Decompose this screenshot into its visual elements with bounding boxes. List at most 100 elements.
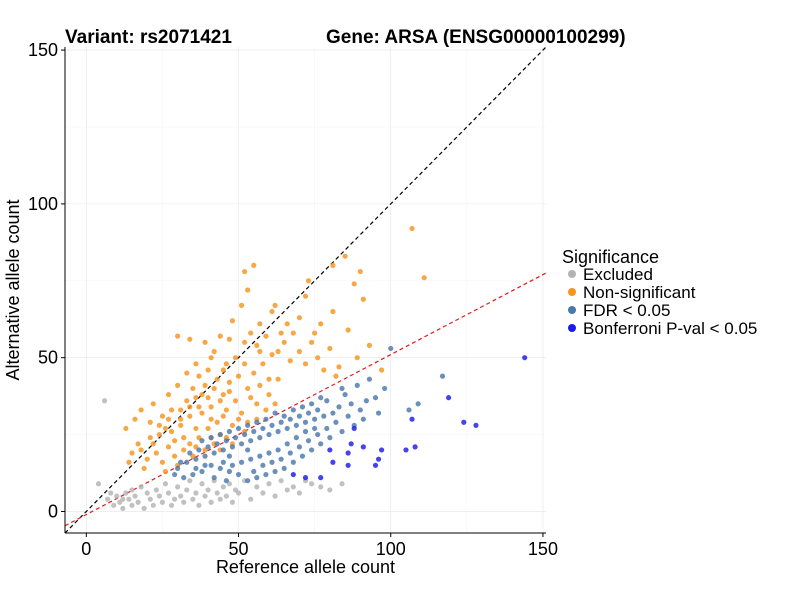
data-point xyxy=(147,435,153,441)
data-point xyxy=(153,487,159,493)
data-point xyxy=(260,490,266,496)
data-point xyxy=(132,493,138,499)
data-point xyxy=(318,321,324,327)
data-point xyxy=(388,345,394,352)
data-point xyxy=(330,459,336,465)
data-point xyxy=(278,456,284,462)
data-point xyxy=(339,481,345,487)
data-point xyxy=(214,490,220,496)
data-point xyxy=(226,336,232,342)
data-point xyxy=(375,456,382,462)
data-point xyxy=(366,376,373,382)
data-point xyxy=(184,487,190,493)
data-point xyxy=(168,407,175,413)
data-point xyxy=(147,419,153,425)
data-point xyxy=(187,413,193,419)
data-point xyxy=(229,444,236,450)
data-point xyxy=(123,425,129,432)
axis-ticks: 0 50 100 150 0 50 100 150 xyxy=(28,40,558,559)
data-point xyxy=(522,355,528,361)
data-point xyxy=(372,395,379,401)
data-point xyxy=(302,361,309,367)
data-point xyxy=(126,496,132,502)
data-point xyxy=(324,425,330,432)
data-point xyxy=(302,419,309,425)
data-point xyxy=(242,268,248,275)
data-point xyxy=(315,355,321,361)
data-point xyxy=(199,468,205,475)
data-point xyxy=(144,490,150,496)
data-point xyxy=(129,502,135,508)
data-point xyxy=(232,435,239,441)
data-point xyxy=(168,502,175,508)
data-point xyxy=(156,493,162,499)
data-point xyxy=(114,493,120,499)
data-point xyxy=(284,441,290,447)
data-points xyxy=(95,225,528,511)
data-point xyxy=(205,367,211,373)
data-point xyxy=(403,447,409,453)
data-point xyxy=(296,348,303,355)
data-point xyxy=(254,475,260,481)
data-point xyxy=(379,447,385,453)
data-point xyxy=(135,441,141,447)
data-point xyxy=(156,431,162,438)
data-point xyxy=(184,398,190,404)
data-point xyxy=(162,481,169,487)
data-point xyxy=(284,321,290,327)
data-point xyxy=(235,471,242,478)
data-point xyxy=(339,428,345,435)
data-point xyxy=(379,367,385,373)
data-point xyxy=(269,308,275,315)
data-point xyxy=(229,318,236,324)
data-point xyxy=(217,398,223,404)
data-point xyxy=(287,450,293,456)
data-point xyxy=(312,330,318,336)
data-point xyxy=(150,401,156,407)
data-point xyxy=(351,425,357,432)
data-point xyxy=(217,496,223,502)
data-point xyxy=(123,490,129,496)
data-point xyxy=(105,496,111,502)
data-point xyxy=(327,447,333,453)
data-point xyxy=(275,428,281,435)
data-point xyxy=(132,416,138,422)
data-point xyxy=(296,490,303,496)
data-point xyxy=(382,385,388,392)
data-point xyxy=(199,438,205,444)
legend-label: Bonferroni P-val < 0.05 xyxy=(583,319,757,338)
data-point xyxy=(159,459,166,465)
data-point xyxy=(193,395,199,401)
data-point xyxy=(120,496,126,502)
data-point xyxy=(187,441,193,447)
y-tick-label: 150 xyxy=(28,40,58,60)
data-point xyxy=(138,447,144,453)
chart-title-gene: Gene: ARSA (ENSG00000100299) xyxy=(326,27,626,48)
data-point xyxy=(272,493,278,499)
data-point xyxy=(278,419,284,425)
data-point xyxy=(281,413,287,419)
series-bonferroni-p-val-0-05 xyxy=(290,355,528,481)
data-point xyxy=(302,428,309,435)
data-point xyxy=(120,505,126,511)
data-point xyxy=(308,447,315,453)
data-point xyxy=(305,278,312,284)
data-point xyxy=(220,367,226,373)
data-point xyxy=(208,404,214,410)
data-point xyxy=(208,435,214,441)
data-point xyxy=(318,484,324,490)
data-point xyxy=(171,438,178,444)
data-point xyxy=(238,410,245,416)
data-point xyxy=(205,425,211,432)
series-fdr-0-05 xyxy=(171,345,446,484)
data-point xyxy=(171,453,178,459)
data-point xyxy=(226,379,232,385)
data-point xyxy=(251,468,257,475)
data-point xyxy=(327,487,333,493)
data-point xyxy=(321,413,327,419)
data-point xyxy=(342,253,348,259)
data-point xyxy=(360,296,366,302)
data-point xyxy=(238,441,245,447)
data-point xyxy=(318,475,324,481)
